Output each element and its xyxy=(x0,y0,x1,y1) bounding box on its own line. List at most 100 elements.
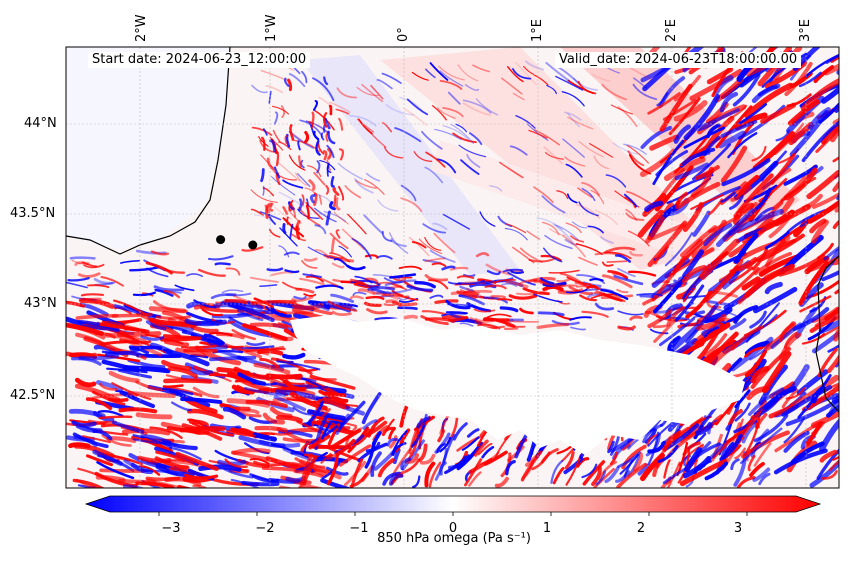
omega-streak xyxy=(429,62,449,81)
omega-streak xyxy=(734,389,751,409)
omega-streak xyxy=(550,459,564,484)
omega-streak xyxy=(434,128,462,141)
omega-streak xyxy=(461,436,480,451)
east-coastline xyxy=(815,255,839,413)
omega-streak xyxy=(447,91,461,105)
omega-streak xyxy=(469,132,483,146)
omega-streak xyxy=(439,80,463,90)
omega-streak xyxy=(411,71,429,81)
omega-streak xyxy=(640,125,673,149)
omega-streak xyxy=(552,223,574,245)
omega-streak xyxy=(623,193,638,208)
omega-streak xyxy=(322,124,326,133)
omega-streak xyxy=(282,206,289,216)
omega-streak xyxy=(127,390,176,398)
omega-streak xyxy=(225,292,252,297)
omega-streak xyxy=(505,459,516,476)
omega-streak xyxy=(507,66,524,83)
omega-streak xyxy=(482,317,510,322)
omega-streak xyxy=(192,386,220,399)
omega-streak xyxy=(615,470,631,483)
omega-streak xyxy=(338,117,344,131)
omega-streak xyxy=(85,397,113,411)
omega-streak xyxy=(398,265,422,271)
omega-streak xyxy=(383,303,397,307)
omega-streak xyxy=(716,208,756,248)
omega-streak xyxy=(333,194,337,208)
omega-streak xyxy=(75,313,119,320)
omega-streak xyxy=(335,413,350,435)
omega-streak xyxy=(320,132,325,141)
omega-streak xyxy=(68,442,91,449)
omega-streak xyxy=(820,470,838,480)
omega-streak xyxy=(433,232,456,254)
omega-streak xyxy=(510,270,525,274)
colorbar-tick-label: 2 xyxy=(636,521,646,536)
omega-streak xyxy=(365,172,381,182)
omega-streak xyxy=(832,326,839,342)
omega-streak xyxy=(364,179,385,195)
omega-streak xyxy=(99,322,147,333)
omega-streak xyxy=(98,383,118,391)
omega-streak xyxy=(799,214,814,228)
omega-streak xyxy=(773,448,828,475)
omega-streak xyxy=(764,231,790,250)
omega-streak xyxy=(456,275,475,279)
omega-streak xyxy=(71,420,97,428)
omega-streak xyxy=(834,105,839,113)
omega-streak xyxy=(95,475,126,483)
omega-streak xyxy=(666,305,686,327)
omega-streak xyxy=(262,128,268,136)
omega-streak xyxy=(528,129,548,139)
omega-streak xyxy=(694,422,713,436)
omega-streak xyxy=(567,193,578,204)
omega-streak xyxy=(556,190,569,200)
omega-streak xyxy=(254,425,288,433)
omega-streak xyxy=(326,164,330,177)
omega-streak xyxy=(366,308,388,315)
omega-streak xyxy=(293,469,323,478)
omega-streak xyxy=(734,447,746,460)
omega-streak xyxy=(687,442,721,465)
omega-streak xyxy=(282,179,304,189)
omega-streak xyxy=(515,61,537,85)
omega-streak xyxy=(733,305,759,324)
omega-streak xyxy=(419,453,436,465)
omega-streak xyxy=(367,128,387,148)
omega-streak xyxy=(505,223,527,234)
omega-streak xyxy=(424,257,446,263)
omega-streak xyxy=(271,176,296,196)
omega-streak xyxy=(408,236,430,257)
omega-streak xyxy=(628,270,657,277)
omega-streak xyxy=(788,374,839,409)
omega-streak xyxy=(325,184,330,195)
omega-streak xyxy=(320,452,332,464)
omega-streak xyxy=(364,277,379,285)
omega-streak xyxy=(613,274,644,286)
omega-streak xyxy=(116,331,162,337)
omega-streak xyxy=(332,187,340,196)
omega-streak xyxy=(811,192,839,209)
omega-streak xyxy=(432,105,447,121)
omega-streak xyxy=(118,407,158,414)
omega-streak xyxy=(683,126,726,149)
omega-streak xyxy=(322,396,346,410)
omega-streak xyxy=(241,480,280,487)
omega-streak xyxy=(783,331,798,349)
omega-streak xyxy=(578,201,599,217)
omega-streak xyxy=(595,470,607,486)
omega-streak xyxy=(303,257,318,262)
omega-streak xyxy=(744,349,768,378)
omega-streak xyxy=(743,82,794,119)
omega-streak xyxy=(397,306,418,310)
colorbar-bar xyxy=(84,495,822,513)
omega-streak xyxy=(658,317,696,347)
omega-streak xyxy=(305,202,324,220)
omega-streak xyxy=(647,92,681,115)
omega-streak xyxy=(266,157,276,172)
omega-streak xyxy=(175,347,206,357)
omega-streak xyxy=(703,265,740,303)
coastline xyxy=(66,47,231,255)
omega-streak xyxy=(163,334,202,340)
